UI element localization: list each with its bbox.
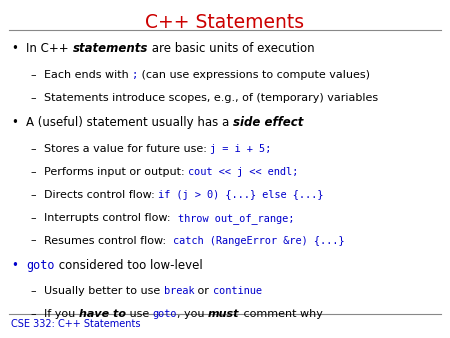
Text: •: •: [11, 259, 18, 271]
Text: •: •: [11, 116, 18, 129]
Text: , you: , you: [177, 309, 208, 319]
Text: –: –: [31, 93, 36, 103]
Text: •: •: [11, 42, 18, 55]
Text: Usually better to use: Usually better to use: [44, 286, 164, 296]
Text: continue: continue: [213, 286, 262, 296]
Text: considered too low-level: considered too low-level: [54, 259, 202, 271]
Text: –: –: [31, 286, 36, 296]
Text: goto: goto: [153, 309, 177, 319]
Text: –: –: [31, 144, 36, 154]
Text: have to: have to: [79, 309, 126, 319]
Text: –: –: [31, 190, 36, 200]
Text: Stores a value for future use:: Stores a value for future use:: [44, 144, 211, 154]
Text: Directs control flow:: Directs control flow:: [44, 190, 158, 200]
Text: CSE 332: C++ Statements: CSE 332: C++ Statements: [11, 319, 141, 330]
Text: Statements introduce scopes, e.g., of (temporary) variables: Statements introduce scopes, e.g., of (t…: [44, 93, 378, 103]
Text: side effect: side effect: [233, 116, 303, 129]
Text: Resumes control flow:: Resumes control flow:: [44, 236, 173, 246]
Text: (can use expressions to compute values): (can use expressions to compute values): [139, 70, 370, 80]
Text: must: must: [208, 309, 239, 319]
Text: are basic units of execution: are basic units of execution: [148, 42, 315, 55]
Text: goto: goto: [26, 259, 54, 271]
Text: –: –: [31, 70, 36, 80]
Text: j = i + 5;: j = i + 5;: [211, 144, 272, 154]
Text: statements: statements: [72, 42, 148, 55]
Text: –: –: [31, 213, 36, 223]
Text: use: use: [126, 309, 153, 319]
Text: Interrupts control flow:: Interrupts control flow:: [44, 213, 178, 223]
Text: A (useful) statement usually has a: A (useful) statement usually has a: [26, 116, 233, 129]
Text: Performs input or output:: Performs input or output:: [44, 167, 188, 177]
Text: C++ Statements: C++ Statements: [145, 13, 305, 32]
Text: cout << j << endl;: cout << j << endl;: [188, 167, 298, 177]
Text: Each ends with: Each ends with: [44, 70, 132, 80]
Text: or: or: [194, 286, 213, 296]
Text: comment why: comment why: [239, 309, 323, 319]
Text: If you: If you: [44, 309, 79, 319]
Text: if (j > 0) {...} else {...}: if (j > 0) {...} else {...}: [158, 190, 324, 200]
Text: catch (RangeError &re) {...}: catch (RangeError &re) {...}: [173, 236, 345, 246]
Text: throw out_of_range;: throw out_of_range;: [178, 213, 294, 223]
Text: break: break: [164, 286, 194, 296]
Text: –: –: [31, 309, 36, 319]
Text: –: –: [31, 236, 36, 246]
Text: ;: ;: [132, 70, 139, 80]
Text: –: –: [31, 167, 36, 177]
Text: In C++: In C++: [26, 42, 72, 55]
